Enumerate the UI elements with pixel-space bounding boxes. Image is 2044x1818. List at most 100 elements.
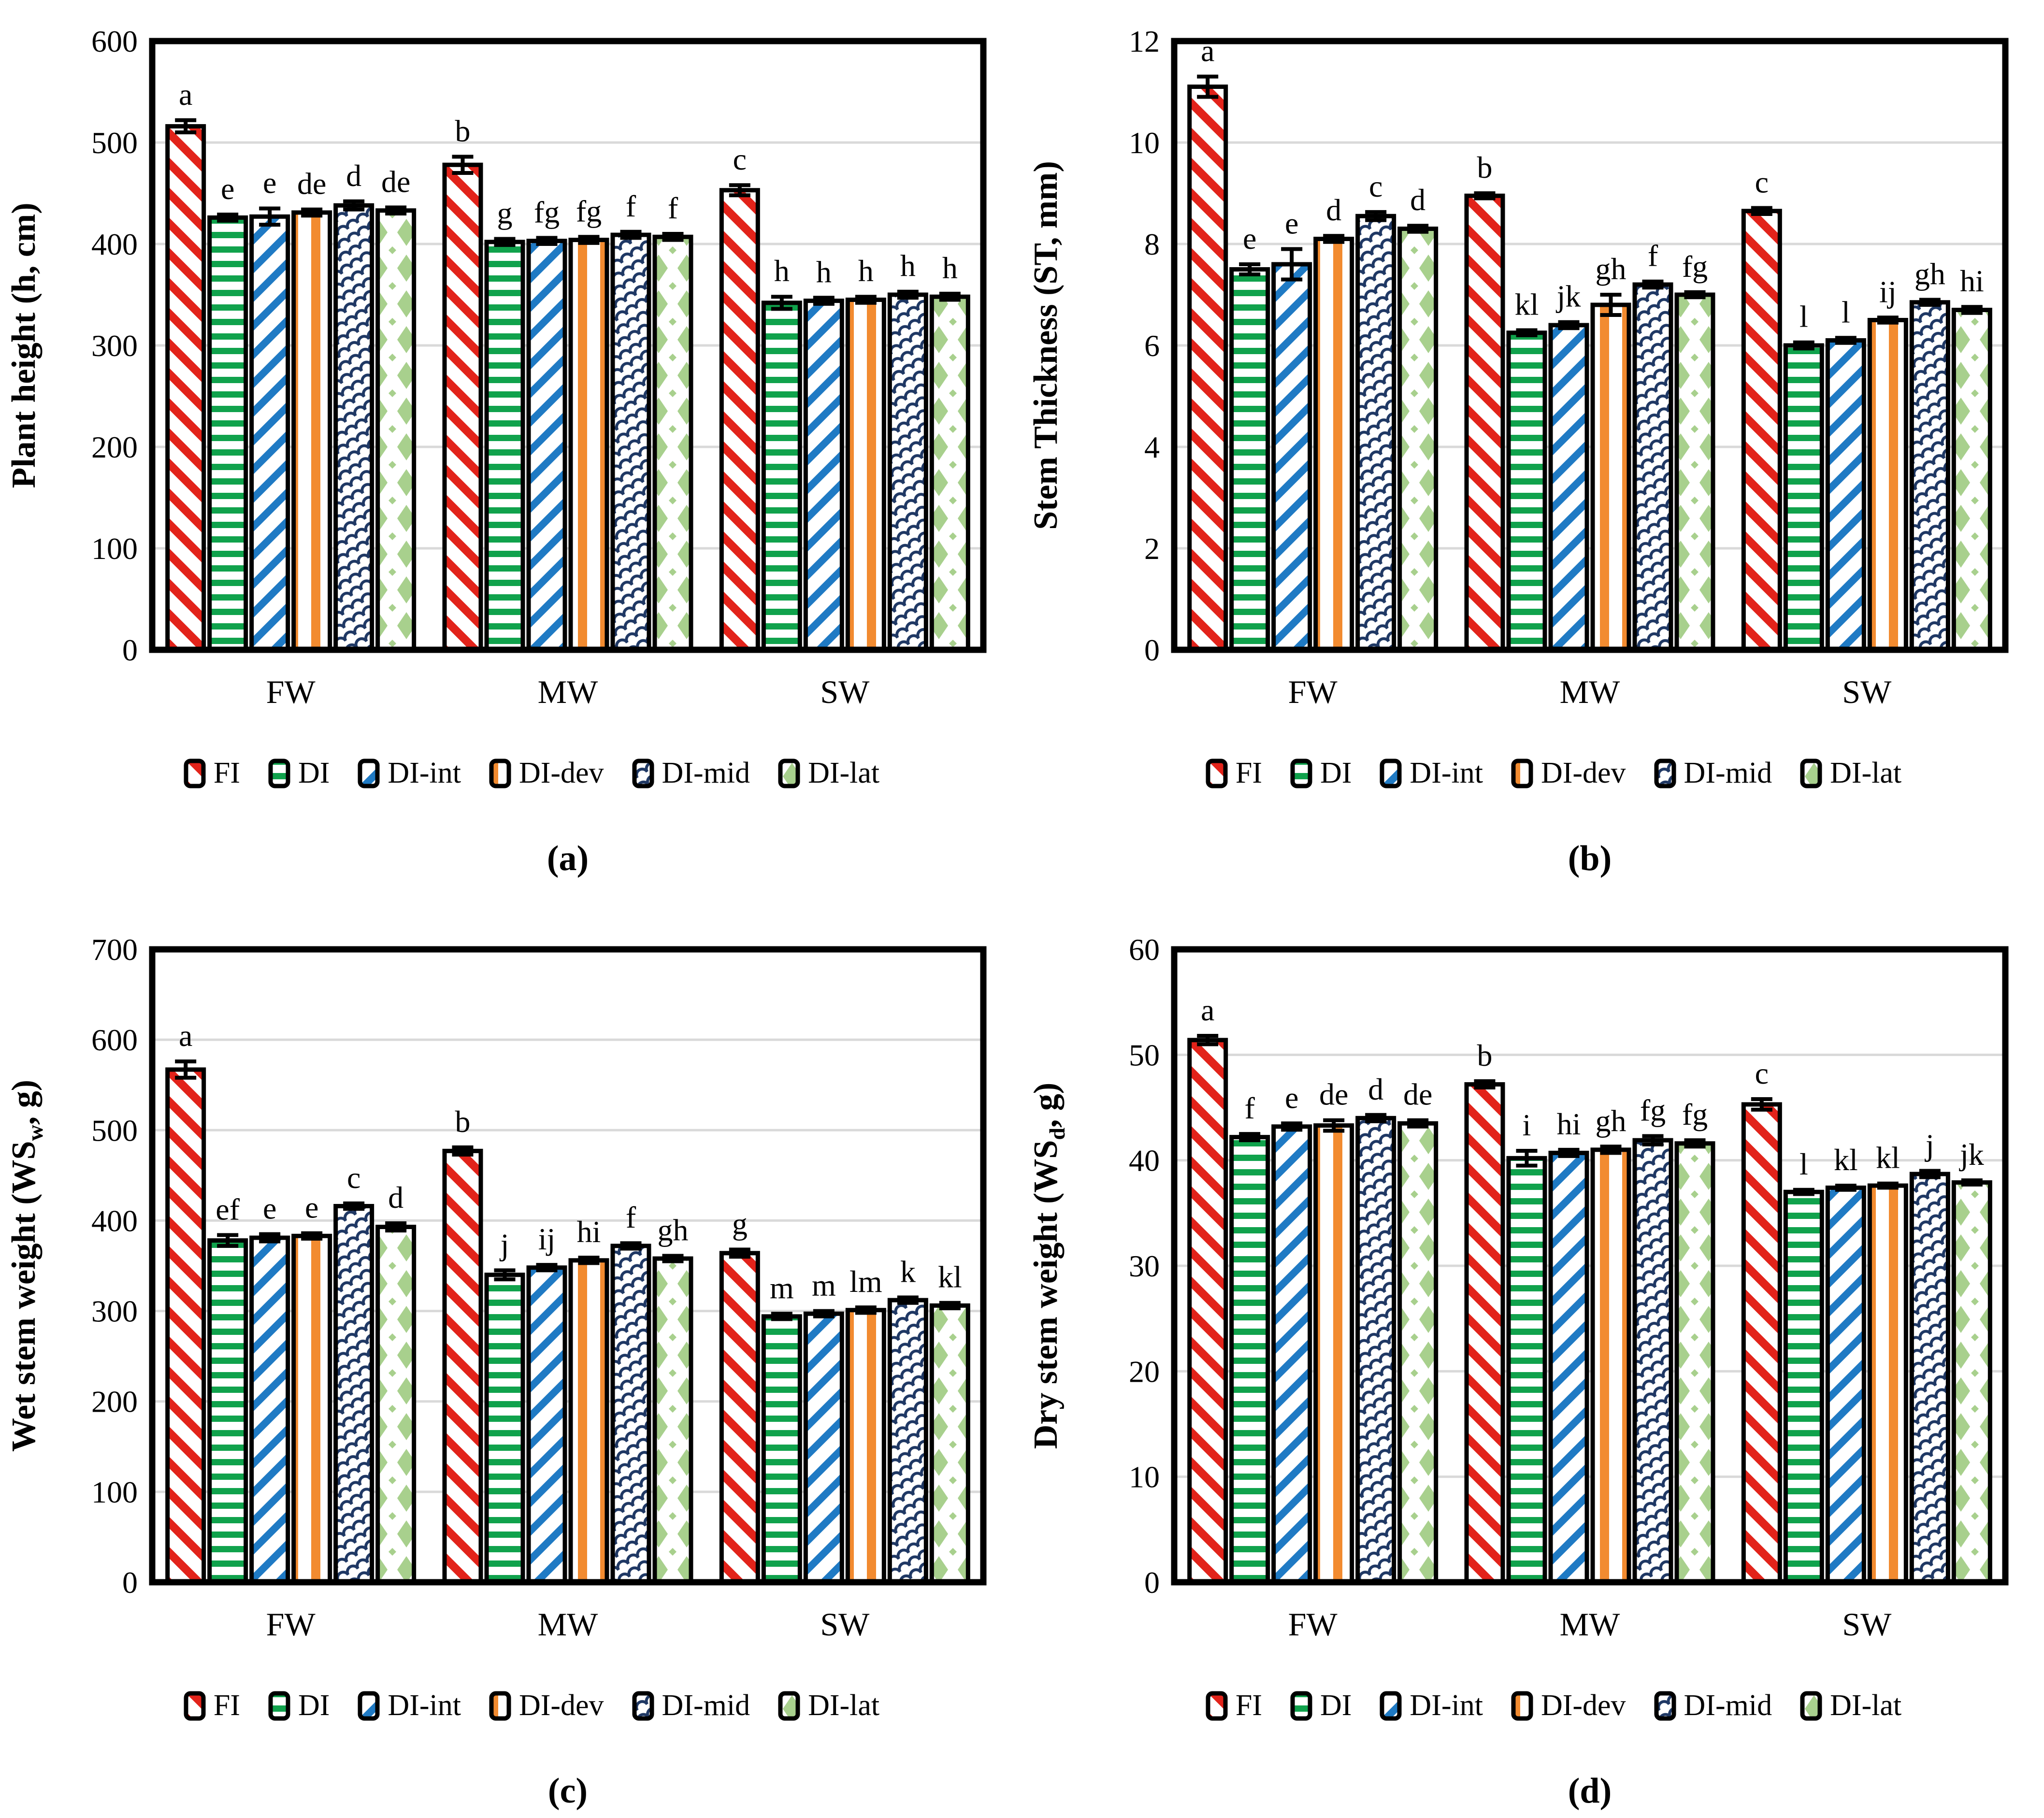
- legend-swatch: [1654, 1691, 1676, 1720]
- significance-letter: k: [900, 1255, 916, 1289]
- significance-letter: ij: [1879, 274, 1897, 309]
- bar-DI-SW: [761, 301, 802, 652]
- legend-label: DI-dev: [1540, 757, 1626, 789]
- y-tick-label: 0: [1144, 633, 1160, 667]
- y-tick-label: 500: [91, 1113, 138, 1147]
- panel-wet-stem-weight: 0 100 200 300 400 500 600 700 Wet stem weight (W…: [0, 908, 1022, 1818]
- significance-letter: a: [179, 77, 192, 112]
- significance-letter: l: [1799, 1147, 1808, 1181]
- bar-DI-lat-SW: [1951, 308, 1992, 652]
- bar-DI-mid-FW: [333, 1203, 374, 1585]
- bar-DI-int-FW: [249, 214, 290, 652]
- y-tick-label: 0: [1144, 1565, 1160, 1600]
- x-category-label-SW: SW: [820, 1606, 870, 1643]
- legend: FI DI DI-int DI-dev DI-mid DI-lat: [1094, 756, 2013, 790]
- bar-DI-dev-MW: [568, 238, 609, 652]
- x-category-label-FW: FW: [266, 673, 316, 710]
- panel-caption: (b): [1568, 839, 1612, 878]
- bar-FI-FW: [1187, 1038, 1228, 1585]
- plot-border: [1171, 946, 2009, 1586]
- bar-FI-SW: [1741, 209, 1782, 652]
- significance-letter: i: [1523, 1108, 1531, 1142]
- legend-label: DI: [298, 757, 330, 789]
- significance-letter: fg: [1682, 1097, 1708, 1131]
- significance-letter: e: [263, 1191, 276, 1226]
- legend-swatch: [778, 1691, 800, 1720]
- legend-item-DI: DI: [1290, 1689, 1352, 1723]
- plot-border: [149, 38, 987, 653]
- x-category-label-FW: FW: [1288, 1606, 1338, 1643]
- bar-DI-int-MW: [526, 1265, 567, 1585]
- legend: FI DI DI-int DI-dev DI-mid DI-lat: [72, 756, 991, 790]
- y-tick-label: 6: [1144, 329, 1160, 363]
- panel-caption: (d): [1568, 1771, 1612, 1811]
- legend-label: DI-int: [1410, 757, 1483, 789]
- plot-border: [149, 946, 987, 1586]
- y-tick-label: 300: [91, 1294, 138, 1329]
- bar-FI-FW: [165, 1067, 206, 1585]
- significance-letter: gh: [1914, 257, 1945, 291]
- bar-DI-int-SW: [803, 1311, 844, 1585]
- significance-letter: g: [732, 1206, 748, 1241]
- y-tick-label: 200: [91, 1385, 138, 1419]
- y-tick-label: 400: [91, 1203, 138, 1238]
- legend-label: DI: [1320, 757, 1352, 789]
- legend-item-DI-lat: DI-lat: [1800, 1689, 1901, 1723]
- navy-shingle-pattern-icon: [1654, 1691, 1676, 1720]
- significance-letter: l: [1799, 300, 1808, 334]
- legend-swatch: [1290, 1691, 1312, 1720]
- significance-letter: hi: [1960, 264, 1984, 298]
- x-category-label-SW: SW: [820, 673, 870, 710]
- bar-DI-lat-FW: [1397, 1121, 1439, 1585]
- significance-letter: d: [346, 158, 361, 193]
- bar-DI-MW: [484, 1273, 525, 1585]
- bar-FI-MW: [442, 1148, 483, 1585]
- y-tick-label: 200: [91, 430, 138, 464]
- y-tick-label: 20: [1129, 1354, 1160, 1389]
- significance-letter: m: [812, 1268, 836, 1303]
- significance-letter: l: [1842, 295, 1850, 329]
- bar-DI-FW: [207, 215, 248, 652]
- significance-letter: gh: [1596, 252, 1627, 286]
- y-tick-label: 12: [1129, 24, 1160, 58]
- bar-DI-SW: [1783, 343, 1824, 652]
- x-category-label-MW: MW: [538, 673, 598, 710]
- y-tick-label: 50: [1129, 1038, 1160, 1072]
- y-axis-title: Wet stem weight (WSw, g): [5, 1080, 47, 1452]
- bar-DI-lat-MW: [652, 1256, 693, 1585]
- legend-item-DI-int: DI-int: [358, 1689, 461, 1723]
- significance-letter: f: [1245, 1091, 1255, 1125]
- legend-swatch: [1511, 1691, 1533, 1720]
- green-horizontal-stripes-icon: [268, 1691, 290, 1720]
- plot-dry-stem-weight: 0 10 20 30 40 50 60 Dry stem weight (WSd, g) a b c…: [1027, 932, 2009, 1643]
- caption-letter: d: [1580, 1771, 1600, 1811]
- significance-letter: e: [1285, 1080, 1298, 1115]
- legend-label: DI-int: [1410, 1689, 1483, 1722]
- bar-DI-FW: [207, 1238, 248, 1585]
- significance-letter: d: [1410, 183, 1425, 217]
- bar-DI-dev-SW: [845, 1308, 886, 1585]
- significance-letter: b: [1477, 1038, 1493, 1073]
- lightgreen-diamond-pattern-icon: [778, 759, 800, 788]
- significance-letter: d: [1326, 193, 1341, 227]
- significance-letter: b: [1477, 150, 1493, 185]
- orange-vertical-stripes-icon: [1511, 1691, 1533, 1720]
- bar-DI-mid-MW: [610, 1244, 651, 1585]
- legend-item-DI-mid: DI-mid: [1654, 1689, 1772, 1723]
- caption-letter: a: [559, 839, 577, 878]
- blue-diagonal-stripes-icon: [358, 1691, 380, 1720]
- legend-item-DI-dev: DI-dev: [489, 756, 604, 790]
- significance-letter: f: [626, 1200, 636, 1234]
- bar-DI-lat-MW: [1674, 1141, 1715, 1585]
- bar-DI-int-FW: [1271, 262, 1312, 652]
- panel-dry-stem-weight: 0 10 20 30 40 50 60 Dry stem weight (WSd, g) a b c…: [1022, 908, 2044, 1818]
- legend-swatch: [268, 759, 290, 788]
- legend-swatch: [778, 759, 800, 788]
- y-tick-label: 600: [91, 24, 138, 58]
- significance-letter: ef: [216, 1192, 240, 1226]
- panel-plant-height: 0 100 200 300 400 500 600 Plant height (h, cm) a…: [0, 0, 1022, 910]
- x-category-label-MW: MW: [1560, 673, 1620, 710]
- legend-label: DI-lat: [808, 757, 880, 789]
